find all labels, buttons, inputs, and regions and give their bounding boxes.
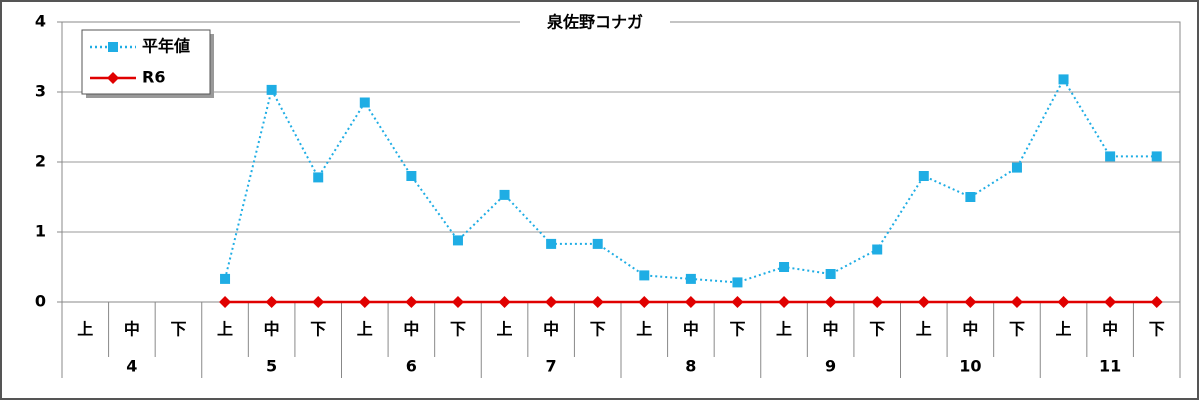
marker: [359, 97, 370, 108]
legend: 平年値 R6: [81, 29, 214, 98]
marker: [499, 189, 510, 200]
title-background: [520, 12, 670, 34]
marker: [1010, 296, 1023, 308]
chart-title: 泉佐野コナガ: [547, 13, 643, 32]
x-tick-label: 下: [450, 320, 466, 339]
y-tick-label: 3: [35, 82, 46, 101]
x-tick-label: 上: [636, 320, 652, 339]
x-group-label: 5: [266, 357, 277, 376]
x-tick-label: 上: [497, 320, 513, 339]
y-tick-label: 4: [35, 12, 46, 31]
marker: [1011, 162, 1022, 173]
x-group-label: 7: [546, 357, 557, 376]
marker: [406, 171, 417, 181]
marker: [546, 238, 557, 249]
x-tick-label: 上: [357, 320, 373, 339]
x-tick-label: 中: [403, 320, 419, 339]
marker: [107, 72, 119, 84]
x-tick-label: 下: [1009, 320, 1025, 339]
legend-label: 平年値: [142, 37, 190, 56]
marker: [918, 171, 929, 181]
marker: [639, 270, 650, 281]
x-tick-label: 中: [962, 320, 978, 339]
marker: [779, 262, 790, 272]
marker: [219, 296, 232, 308]
marker: [452, 235, 463, 246]
y-tick-label: 0: [35, 292, 46, 311]
marker: [731, 296, 744, 308]
marker: [312, 296, 325, 308]
marker: [825, 269, 836, 279]
x-tick-label: 下: [170, 320, 186, 339]
marker: [265, 296, 278, 308]
x-tick-label: 下: [310, 320, 326, 339]
x-tick-label: 中: [823, 320, 839, 339]
marker: [451, 296, 464, 308]
marker: [220, 273, 231, 284]
marker: [266, 84, 277, 95]
marker: [638, 296, 651, 308]
x-tick-label: 中: [264, 320, 280, 339]
x-tick-label: 下: [1149, 320, 1165, 339]
x-group-label: 6: [406, 357, 417, 376]
x-group-label: 4: [126, 357, 137, 376]
x-tick-label: 上: [1056, 320, 1072, 339]
marker: [1057, 296, 1070, 308]
x-tick-label: 中: [124, 320, 140, 339]
legend-label: R6: [142, 68, 165, 87]
marks: [219, 74, 1163, 308]
marker: [684, 296, 697, 308]
marker: [1058, 74, 1069, 85]
x-axis: 0 1 2 3 4 上 中 下 上 中 下 上 中 下 上 中 下 上 中 下 上 中 下 上 中 下 上 中 下 4 5 6 7 8 9 10 11: [35, 12, 1181, 378]
x-tick-label: 上: [217, 320, 233, 339]
marker: [108, 42, 118, 52]
y-tick-label: 2: [35, 152, 46, 171]
marker: [358, 296, 371, 308]
marker: [592, 238, 603, 249]
marker: [871, 296, 884, 308]
marker: [872, 244, 883, 255]
marker: [313, 172, 324, 183]
marker: [917, 296, 930, 308]
x-group-label: 11: [1099, 357, 1121, 376]
x-tick-label: 中: [683, 320, 699, 339]
x-tick-label: 上: [916, 320, 932, 339]
marker: [778, 296, 791, 308]
x-group-label: 10: [959, 357, 981, 376]
marker: [1104, 296, 1117, 308]
marker: [498, 296, 511, 308]
marker: [685, 273, 696, 284]
x-tick-label: 上: [776, 320, 792, 339]
x-group-label: 8: [685, 357, 696, 376]
legend-box: [81, 29, 211, 95]
marker: [1151, 151, 1162, 162]
marker: [405, 296, 418, 308]
marker: [545, 296, 558, 308]
y-tick-label: 1: [35, 222, 46, 241]
x-tick-label: 下: [590, 320, 606, 339]
marker: [591, 296, 604, 308]
marker: [824, 296, 837, 308]
x-tick-label: 中: [543, 320, 559, 339]
x-tick-label: 中: [1102, 320, 1118, 339]
marker: [732, 277, 743, 288]
marker: [965, 192, 976, 202]
x-tick-label: 上: [77, 320, 93, 339]
x-group-label: 9: [825, 357, 836, 376]
marker: [1150, 296, 1163, 308]
x-tick-label: 下: [729, 320, 745, 339]
marker: [1105, 151, 1116, 162]
marker: [964, 296, 977, 308]
x-tick-label: 下: [869, 320, 885, 339]
